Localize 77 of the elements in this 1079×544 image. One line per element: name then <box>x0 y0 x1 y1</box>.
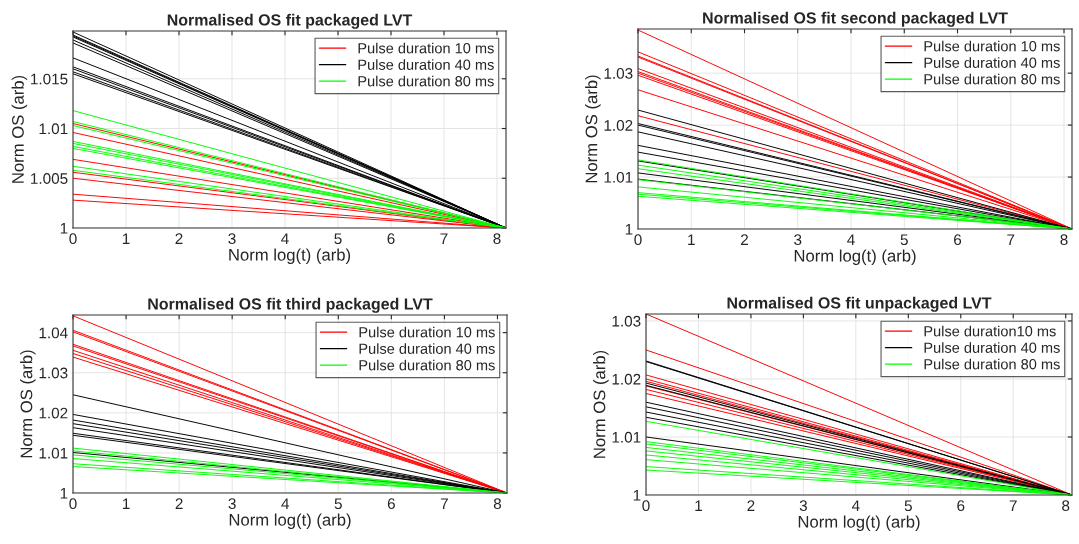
x-tick-label: 7 <box>1009 500 1017 511</box>
y-tick-label: 1.04 <box>39 327 68 339</box>
x-tick-label: 1 <box>695 500 702 511</box>
y-tick-label: 1.03 <box>604 68 633 79</box>
x-tick-label: 5 <box>334 498 342 510</box>
chart-title: Normalised OS fit unpackaged LVT <box>727 296 992 312</box>
legend-label: Pulse duration 80 ms <box>359 359 495 371</box>
y-tick-label: 1.02 <box>612 373 641 385</box>
y-tick-label: 1 <box>625 224 633 235</box>
legend-label: Pulse duration10 ms <box>924 325 1056 337</box>
x-tick-label: 7 <box>1007 234 1015 245</box>
legend-label: Pulse duration 40 ms <box>359 343 495 354</box>
y-tick-label: 1.01 <box>604 171 633 183</box>
x-tick-label: 7 <box>440 498 448 509</box>
chart-title: Normalised OS fit packaged LVT <box>167 13 413 29</box>
x-tick-label: 8 <box>493 233 501 245</box>
chart-title: Normalised OS fit third packaged LVT <box>148 297 433 313</box>
x-tick-label: 3 <box>228 233 236 245</box>
x-tick-label: 3 <box>799 500 807 512</box>
x-tick-label: 5 <box>900 234 908 246</box>
x-tick-label: 6 <box>387 233 395 245</box>
x-tick-label: 8 <box>493 498 502 510</box>
x-tick-label: 2 <box>175 233 183 244</box>
x-tick-label: 1 <box>688 234 695 245</box>
y-tick-label: 1.03 <box>39 367 68 379</box>
x-tick-label: 3 <box>794 234 802 246</box>
x-axis-title: Norm log(t) (arb) <box>229 513 351 530</box>
y-tick-label: 1.01 <box>39 123 68 135</box>
y-tick-label: 1 <box>633 490 641 501</box>
y-tick-label: 1.01 <box>39 447 68 459</box>
chart-title: Normalised OS fit second packaged LVT <box>703 11 1008 27</box>
legend-label: Pulse duration 40 ms <box>924 57 1060 68</box>
legend-label: Pulse duration 40 ms <box>358 59 494 70</box>
x-tick-label: 4 <box>281 498 290 509</box>
legend-label: Pulse duration 80 ms <box>358 75 494 87</box>
x-tick-label: 5 <box>904 500 912 512</box>
x-tick-label: 2 <box>741 234 748 245</box>
x-axis-title: Norm log(t) (arb) <box>794 249 916 266</box>
y-tick-label: 1.03 <box>612 315 641 327</box>
x-tick-label: 2 <box>747 500 755 511</box>
x-tick-label: 8 <box>1060 234 1068 246</box>
y-tick-label: 1.02 <box>604 119 633 131</box>
x-tick-label: 5 <box>334 233 342 245</box>
y-tick-label: 1.015 <box>31 73 68 85</box>
x-tick-label: 0 <box>642 500 650 512</box>
x-axis-title: Norm log(t) (arb) <box>798 515 920 532</box>
x-tick-label: 1 <box>122 233 130 244</box>
x-tick-label: 0 <box>634 234 642 246</box>
x-tick-label: 8 <box>1062 500 1070 512</box>
legend-label: Pulse duration 80 ms <box>924 358 1060 370</box>
legend-label: Pulse duration 80 ms <box>924 73 1060 85</box>
x-tick-label: 4 <box>847 234 855 245</box>
legend-label: Pulse duration 40 ms <box>924 342 1060 353</box>
x-tick-label: 3 <box>228 498 236 510</box>
x-tick-label: 7 <box>440 233 448 244</box>
x-tick-label: 6 <box>957 500 965 512</box>
y-axis-title: Norm OS (arb) <box>593 350 609 458</box>
x-tick-label: 0 <box>69 498 77 510</box>
legend-label: Pulse duration 10 ms <box>358 42 494 54</box>
x-tick-label: 2 <box>175 498 183 509</box>
x-tick-label: 0 <box>69 233 77 245</box>
x-tick-label: 4 <box>851 500 860 511</box>
y-tick-label: 1 <box>60 488 68 499</box>
y-tick-label: 1.01 <box>612 431 641 443</box>
x-tick-label: 4 <box>281 233 289 244</box>
x-tick-label: 6 <box>954 234 962 246</box>
y-axis-title: Norm OS (arb) <box>20 350 36 458</box>
x-tick-label: 6 <box>387 498 395 510</box>
legend-label: Pulse duration 10 ms <box>359 326 495 338</box>
x-tick-label: 1 <box>122 498 130 509</box>
y-axis-title: Norm OS (arb) <box>585 75 601 183</box>
y-axis-title: Norm OS (arb) <box>11 75 28 183</box>
y-tick-label: 1.005 <box>31 173 68 184</box>
legend-label: Pulse duration 10 ms <box>924 40 1060 52</box>
y-tick-label: 1 <box>60 223 68 234</box>
y-tick-label: 1.02 <box>39 407 68 419</box>
x-axis-title: Norm log(t) (arb) <box>229 248 351 265</box>
